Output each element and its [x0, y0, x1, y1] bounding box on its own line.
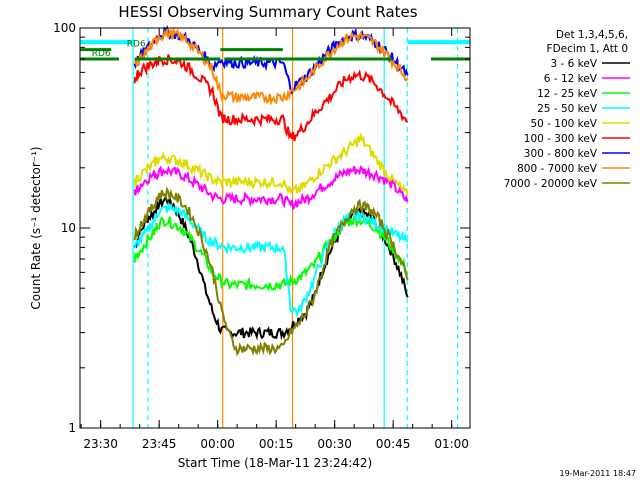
x-tick-label: 00:00: [200, 437, 235, 451]
series-line: [133, 194, 409, 342]
legend-header: Det 1,3,4,5,6,: [556, 29, 628, 41]
rd6-label: RD6: [92, 49, 111, 59]
legend-header: FDecim 1, Att 0: [547, 43, 628, 55]
legend-label: 300 - 800 keV: [524, 148, 598, 160]
annotation-layer: RD6 RD6: [80, 40, 470, 61]
y-axis-label: Count Rate (s⁻¹ detector⁻¹): [29, 146, 43, 309]
y-axis: 1 10 100: [53, 21, 470, 435]
series-line: [133, 131, 409, 196]
legend-label: 12 - 25 keV: [537, 88, 598, 100]
legend: Det 1,3,4,5,6, FDecim 1, Att 0 3 - 6 keV 6 …: [504, 29, 630, 190]
series-line: [133, 54, 408, 142]
y-tick-label: 100: [53, 21, 76, 35]
legend-label: 6 - 12 keV: [544, 73, 598, 85]
x-tick-label: 00:15: [259, 437, 294, 451]
x-tick-label: 00:30: [317, 437, 352, 451]
legend-label: 50 - 100 keV: [530, 118, 597, 130]
legend-label: 3 - 6 keV: [550, 58, 597, 70]
legend-label: 7000 - 20000 keV: [504, 178, 598, 190]
series-line: [133, 214, 409, 292]
x-tick-label: 23:30: [83, 437, 118, 451]
legend-label: 25 - 50 keV: [537, 103, 598, 115]
series-line: [133, 165, 409, 210]
series-line: [133, 185, 409, 357]
x-tick-label: 01:00: [434, 437, 469, 451]
x-axis-label: Start Time (18-Mar-11 23:24:42): [178, 456, 372, 470]
plot-frame: [79, 27, 471, 429]
x-axis: 23:30 23:45 00:00 00:15 00:30 00:45 01:00: [80, 28, 469, 451]
series-line: [134, 201, 409, 318]
y-tick-label: 1: [68, 421, 76, 435]
x-tick-label: 00:45: [376, 437, 411, 451]
legend-label: 800 - 7000 keV: [517, 163, 598, 175]
chart-title: HESSI Observing Summary Count Rates: [118, 3, 417, 21]
series-line: [133, 26, 409, 106]
legend-label: 100 - 300 keV: [524, 133, 598, 145]
footer-timestamp: 19-Mar-2011 18:47: [560, 469, 637, 478]
y-tick-label: 10: [61, 221, 76, 235]
x-tick-label: 23:45: [142, 437, 177, 451]
rd6-label: RD6: [127, 40, 146, 50]
series-layer: [133, 24, 409, 357]
